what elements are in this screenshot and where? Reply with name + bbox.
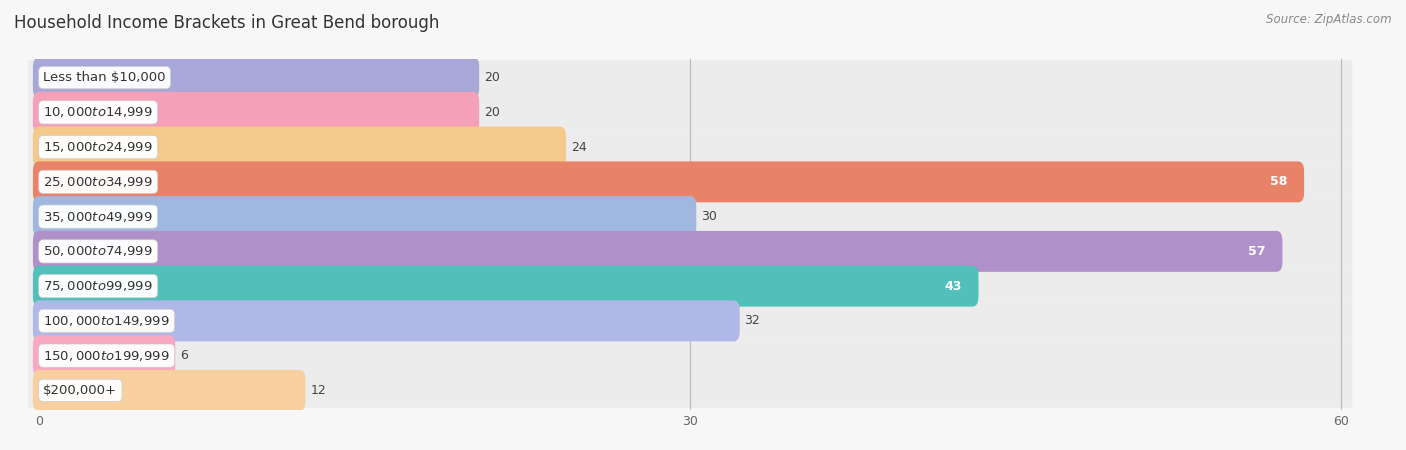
FancyBboxPatch shape — [28, 234, 1353, 269]
Text: 20: 20 — [484, 71, 501, 84]
Text: 57: 57 — [1249, 245, 1265, 258]
Text: $25,000 to $34,999: $25,000 to $34,999 — [44, 175, 153, 189]
Text: 58: 58 — [1270, 176, 1288, 189]
FancyBboxPatch shape — [28, 199, 1353, 234]
Text: 32: 32 — [745, 315, 761, 328]
FancyBboxPatch shape — [32, 335, 176, 376]
Text: 43: 43 — [945, 279, 962, 292]
Text: 24: 24 — [571, 140, 586, 153]
Text: $15,000 to $24,999: $15,000 to $24,999 — [44, 140, 153, 154]
FancyBboxPatch shape — [28, 303, 1353, 338]
FancyBboxPatch shape — [28, 269, 1353, 303]
FancyBboxPatch shape — [28, 60, 1353, 95]
FancyBboxPatch shape — [28, 165, 1353, 199]
FancyBboxPatch shape — [32, 196, 696, 237]
Text: Source: ZipAtlas.com: Source: ZipAtlas.com — [1267, 14, 1392, 27]
FancyBboxPatch shape — [28, 373, 1353, 408]
FancyBboxPatch shape — [28, 95, 1353, 130]
Text: Less than $10,000: Less than $10,000 — [44, 71, 166, 84]
Text: 30: 30 — [702, 210, 717, 223]
FancyBboxPatch shape — [32, 370, 305, 411]
Text: $35,000 to $49,999: $35,000 to $49,999 — [44, 210, 153, 224]
FancyBboxPatch shape — [32, 231, 1282, 272]
FancyBboxPatch shape — [32, 301, 740, 342]
Text: 20: 20 — [484, 106, 501, 119]
Text: $75,000 to $99,999: $75,000 to $99,999 — [44, 279, 153, 293]
Text: $100,000 to $149,999: $100,000 to $149,999 — [44, 314, 170, 328]
FancyBboxPatch shape — [32, 126, 567, 167]
FancyBboxPatch shape — [32, 266, 979, 306]
Text: Household Income Brackets in Great Bend borough: Household Income Brackets in Great Bend … — [14, 14, 440, 32]
Text: 6: 6 — [180, 349, 188, 362]
FancyBboxPatch shape — [28, 130, 1353, 165]
FancyBboxPatch shape — [32, 57, 479, 98]
Text: $150,000 to $199,999: $150,000 to $199,999 — [44, 349, 170, 363]
Text: $50,000 to $74,999: $50,000 to $74,999 — [44, 244, 153, 258]
Text: $200,000+: $200,000+ — [44, 384, 117, 397]
Text: $10,000 to $14,999: $10,000 to $14,999 — [44, 105, 153, 119]
Text: 12: 12 — [311, 384, 326, 397]
FancyBboxPatch shape — [32, 92, 479, 133]
FancyBboxPatch shape — [32, 162, 1305, 202]
FancyBboxPatch shape — [28, 338, 1353, 373]
